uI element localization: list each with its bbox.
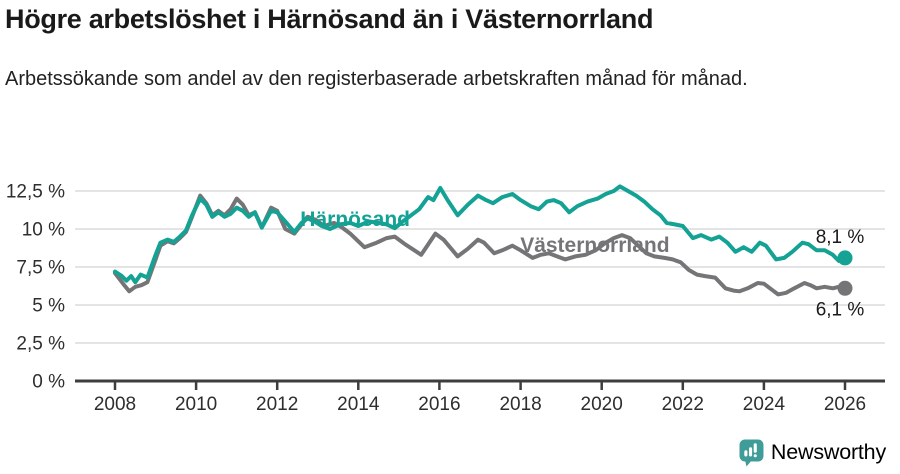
hrnsand-line <box>113 184 847 285</box>
y-axis-label: 2,5 % <box>16 334 65 355</box>
newsworthy-logo: Newsworthy <box>739 439 886 467</box>
x-axis-label: 2016 <box>418 394 460 415</box>
x-axis-label: 2026 <box>824 394 866 415</box>
x-axis-label: 2020 <box>581 394 623 415</box>
y-axis-label: 5 % <box>32 296 65 317</box>
y-axis-label: 0 % <box>32 372 65 393</box>
page-subtitle: Arbetssökande som andel av den registerb… <box>5 68 748 90</box>
hrnsand-series-label: Härnösand <box>300 208 410 231</box>
x-axis-label: 2018 <box>499 394 541 415</box>
x-axis-label: 2014 <box>337 394 380 415</box>
x-axis-label: 2010 <box>175 394 217 415</box>
vsternorrland-line <box>113 193 847 297</box>
vsternorrland-end-dot <box>837 280 853 296</box>
newsworthy-chart-bubble-icon <box>739 439 764 467</box>
x-axis-label: 2008 <box>94 394 136 415</box>
y-axis-label: 12,5 % <box>6 182 65 203</box>
page-title: Högre arbetslöshet i Härnösand än i Väst… <box>5 4 654 34</box>
newsworthy-wordmark: Newsworthy <box>770 440 886 465</box>
y-axis-label: 10 % <box>22 220 65 241</box>
x-axis-label: 2012 <box>256 394 298 415</box>
hrnsand-end-value-label: 8,1 % <box>816 227 865 248</box>
x-axis-label: 2022 <box>662 394 704 415</box>
vsternorrland-series-label: Västernorrland <box>520 234 669 257</box>
x-axis-label: 2024 <box>743 394 786 415</box>
vsternorrland-end-value-label: 6,1 % <box>816 299 865 320</box>
hrnsand-end-dot <box>837 250 853 266</box>
y-axis-label: 7,5 % <box>16 258 65 279</box>
